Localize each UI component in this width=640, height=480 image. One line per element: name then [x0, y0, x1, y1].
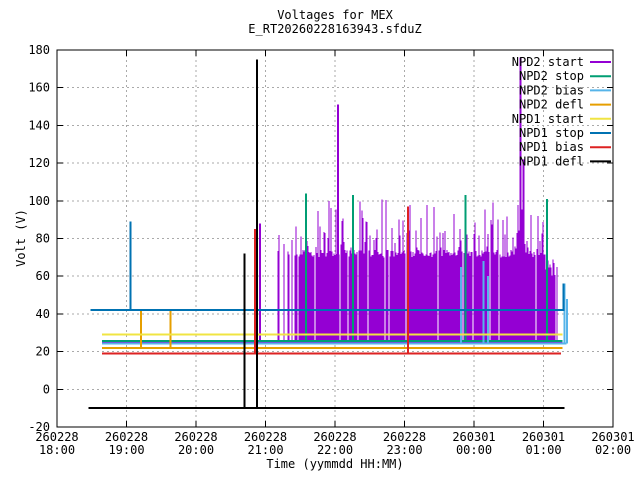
- x-tick-date: 260228: [35, 430, 78, 444]
- y-tick-label: 160: [28, 81, 50, 95]
- series-dense-band: [277, 199, 558, 344]
- y-axis-label: Volt (V): [14, 209, 28, 267]
- plot-frame: [56, 49, 614, 428]
- tick-labels: 26022818:0026022819:0026022820:002602282…: [28, 43, 634, 457]
- x-tick-date: 260228: [383, 430, 426, 444]
- chart-title: Voltages for MEX: [277, 8, 393, 22]
- legend-label: NPD2 start: [512, 55, 584, 69]
- series-npd2-defl: [102, 310, 563, 350]
- y-tick-label: 140: [28, 118, 50, 132]
- x-tick-time: 22:00: [317, 443, 353, 457]
- x-tick-time: 01:00: [525, 443, 561, 457]
- x-tick-time: 18:00: [39, 443, 75, 457]
- legend-label: NPD1 bias: [519, 140, 584, 154]
- legend-label: NPD1 stop: [519, 126, 584, 140]
- x-tick-date: 260228: [174, 430, 217, 444]
- x-tick-time: 00:00: [456, 443, 492, 457]
- series-npd1-defl: [88, 59, 565, 410]
- chart-subtitle: E_RT20260228163943.sfduZ: [248, 22, 421, 36]
- x-axis-label: Time (yymmdd HH:MM): [266, 457, 403, 471]
- x-tick-time: 19:00: [108, 443, 144, 457]
- y-tick-label: 80: [36, 232, 50, 246]
- legend-label: NPD1 defl: [519, 154, 584, 168]
- y-tick-label: 0: [43, 382, 50, 396]
- y-tick-label: -20: [28, 420, 50, 434]
- series-npd2-stop: [102, 193, 563, 342]
- legend-label: NPD2 bias: [519, 83, 584, 97]
- x-tick-date: 260228: [105, 430, 148, 444]
- legend-item: NPD1 bias: [519, 140, 611, 154]
- x-tick-date: 260301: [522, 430, 565, 444]
- y-tick-label: 20: [36, 345, 50, 359]
- legend-item: NPD2 start: [512, 55, 611, 69]
- y-tick-label: 100: [28, 194, 50, 208]
- x-tick-date: 260301: [591, 430, 634, 444]
- y-tick-label: 60: [36, 269, 50, 283]
- x-tick-time: 20:00: [178, 443, 214, 457]
- legend-item: NPD2 bias: [519, 83, 611, 97]
- x-tick-date: 260301: [452, 430, 495, 444]
- legend-label: NPD2 defl: [519, 98, 584, 112]
- y-tick-label: 180: [28, 43, 50, 57]
- series-npd1-stop: [90, 221, 565, 312]
- legend-item: NPD1 start: [512, 112, 611, 126]
- x-tick-time: 23:00: [386, 443, 422, 457]
- series-layer: [88, 57, 569, 410]
- legend-item: NPD1 defl: [519, 154, 611, 168]
- legend-item: NPD2 stop: [519, 69, 611, 83]
- y-tick-label: 120: [28, 156, 50, 170]
- x-tick-time: 02:00: [595, 443, 631, 457]
- legend-item: NPD1 stop: [519, 126, 611, 140]
- legend-label: NPD1 start: [512, 112, 584, 126]
- x-tick-date: 260228: [244, 430, 287, 444]
- legend-label: NPD2 stop: [519, 69, 584, 83]
- series-npd1-bias: [102, 206, 561, 355]
- y-tick-label: 40: [36, 307, 50, 321]
- x-tick-date: 260228: [313, 430, 356, 444]
- x-tick-time: 21:00: [247, 443, 283, 457]
- legend-item: NPD2 defl: [519, 98, 611, 112]
